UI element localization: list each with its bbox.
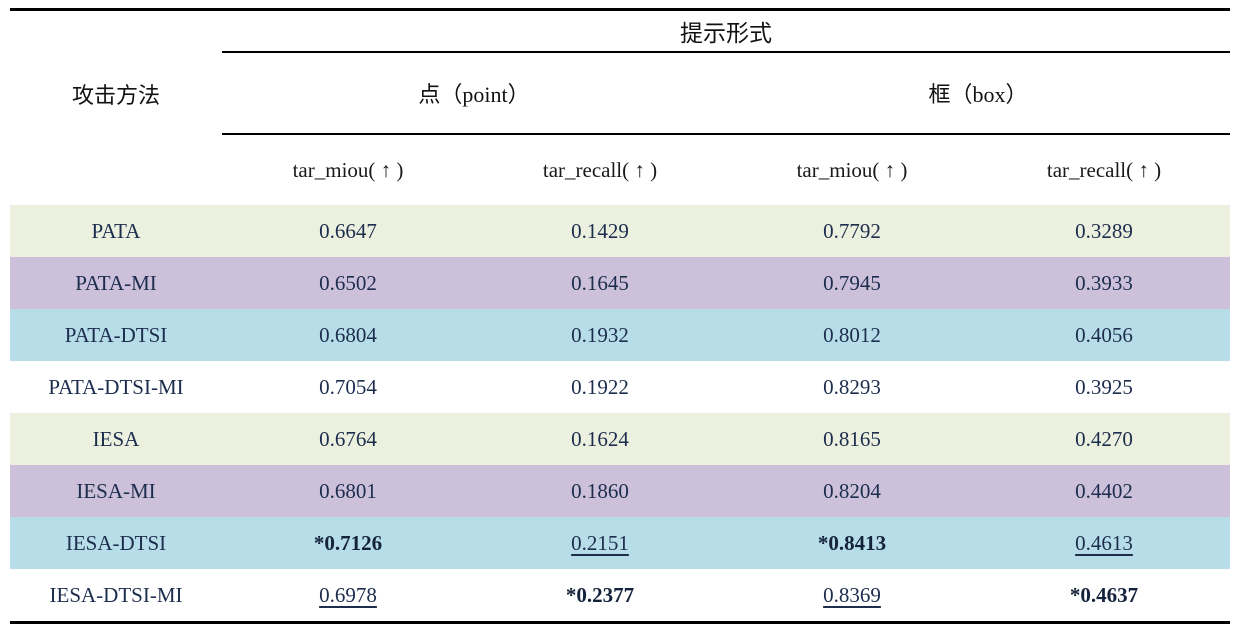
group-header-box: 框（box）	[928, 82, 1028, 107]
table-body: PATA 0.6647 0.1429 0.7792 0.3289 PATA-MI 0.650…	[10, 205, 1230, 621]
value-cell: 0.1860	[571, 478, 629, 503]
table-row: IESA-DTSI-MI 0.6978 *0.2377 0.8369 *0.4637	[10, 569, 1230, 621]
value-cell: 0.4056	[1075, 322, 1133, 347]
prompt-form-header: 提示形式	[222, 11, 1230, 53]
group-header-wrap: 点（point） 框（box）	[222, 53, 1230, 135]
value-cell: 0.8204	[823, 478, 881, 503]
header-row-prompt: 提示形式	[10, 11, 1230, 53]
header-spacer	[10, 135, 222, 205]
table-row: PATA-DTSI 0.6804 0.1932 0.8012 0.4056	[10, 309, 1230, 361]
value-cell: 0.7945	[823, 270, 881, 295]
table-row: PATA 0.6647 0.1429 0.7792 0.3289	[10, 205, 1230, 257]
method-label: PATA-DTSI-MI	[48, 374, 184, 399]
value-cell: *0.7126	[313, 530, 383, 555]
metric-header-tar-miou-point: tar_miou( ↑ )	[292, 157, 404, 182]
value-cell: 0.3925	[1075, 374, 1133, 399]
value-cell: 0.8165	[823, 426, 881, 451]
metric-header-tar-recall-point: tar_recall( ↑ )	[542, 157, 658, 182]
header-row-metrics: tar_miou( ↑ ) tar_recall( ↑ ) tar_miou( …	[10, 135, 1230, 205]
value-cell: 0.1429	[571, 218, 629, 243]
value-cell: 0.6647	[319, 218, 377, 243]
value-cell: 0.8012	[823, 322, 881, 347]
table-row: IESA-DTSI *0.7126 0.2151 *0.8413 0.4613	[10, 517, 1230, 569]
table-row: IESA 0.6764 0.1624 0.8165 0.4270	[10, 413, 1230, 465]
header-spacer	[10, 11, 222, 53]
value-cell: 0.1645	[571, 270, 629, 295]
value-cell: 0.8293	[823, 374, 881, 399]
header-row-groups: 攻击方法 点（point） 框（box）	[10, 53, 1230, 135]
method-label: PATA-MI	[75, 270, 157, 295]
value-cell: 0.4402	[1075, 478, 1133, 503]
results-table: 提示形式 攻击方法 点（point） 框（box） tar_miou( ↑ ) …	[10, 8, 1230, 624]
table-row: IESA-MI 0.6801 0.1860 0.8204 0.4402	[10, 465, 1230, 517]
table-row: PATA-MI 0.6502 0.1645 0.7945 0.3933	[10, 257, 1230, 309]
value-cell: 0.6502	[319, 270, 377, 295]
value-cell: 0.4270	[1075, 426, 1133, 451]
value-cell: 0.1624	[571, 426, 629, 451]
value-cell: 0.8369	[823, 582, 881, 607]
value-cell: 0.7054	[319, 374, 377, 399]
attack-method-header: 攻击方法	[71, 83, 160, 108]
metric-header-tar-miou-box: tar_miou( ↑ )	[796, 157, 908, 182]
value-cell: 0.1932	[571, 322, 629, 347]
value-cell: *0.4637	[1069, 582, 1139, 607]
method-label: PATA	[91, 218, 141, 243]
value-cell: 0.6801	[319, 478, 377, 503]
method-label: IESA-DTSI-MI	[49, 582, 183, 607]
method-label: PATA-DTSI	[64, 322, 168, 347]
value-cell: 0.3289	[1075, 218, 1133, 243]
metric-header-tar-recall-box: tar_recall( ↑ )	[1046, 157, 1162, 182]
value-cell: 0.6764	[319, 426, 377, 451]
group-header-point: 点（point）	[418, 82, 530, 107]
method-label: IESA-MI	[76, 478, 156, 503]
value-cell: 0.3933	[1075, 270, 1133, 295]
method-label: IESA	[92, 426, 140, 451]
value-cell: 0.6804	[319, 322, 377, 347]
table-row: PATA-DTSI-MI 0.7054 0.1922 0.8293 0.3925	[10, 361, 1230, 413]
value-cell: 0.7792	[823, 218, 881, 243]
method-label: IESA-DTSI	[65, 530, 167, 555]
value-cell: 0.6978	[319, 582, 377, 607]
value-cell: 0.4613	[1075, 530, 1133, 555]
value-cell: 0.2151	[571, 530, 629, 555]
value-cell: *0.8413	[817, 530, 887, 555]
value-cell: 0.1922	[571, 374, 629, 399]
value-cell: *0.2377	[565, 582, 635, 607]
